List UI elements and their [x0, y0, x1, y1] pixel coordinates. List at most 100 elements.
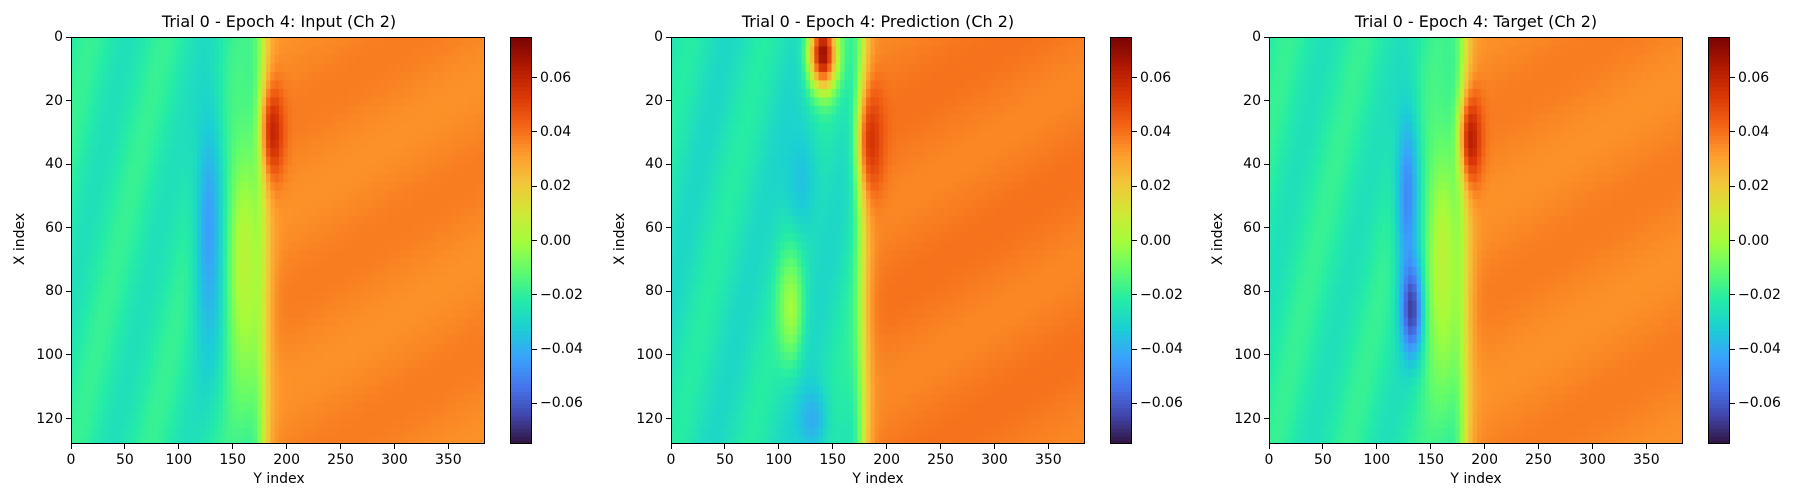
colorbar-segment — [511, 412, 531, 418]
heatmap-cell — [1021, 46, 1027, 56]
heatmap-cell — [231, 97, 237, 107]
heatmap-cell — [317, 317, 323, 327]
heatmap-cell — [442, 97, 448, 107]
heatmap-cell — [76, 80, 82, 90]
heatmap-cell — [304, 207, 310, 217]
heatmap-cell — [317, 283, 323, 293]
heatmap-cell — [80, 360, 86, 370]
heatmap-cell — [460, 233, 466, 243]
heatmap-cell — [123, 122, 129, 132]
heatmap-cell — [322, 394, 328, 404]
heatmap-cell — [80, 233, 86, 243]
heatmap-cell — [188, 360, 194, 370]
heatmap-cell — [279, 394, 284, 404]
heatmap-cell — [97, 419, 103, 429]
heatmap-cell — [477, 71, 483, 81]
heatmap-cell — [473, 428, 478, 438]
heatmap-cell — [197, 216, 202, 226]
heatmap-cell — [248, 377, 254, 387]
heatmap-cell — [391, 300, 397, 310]
heatmap-cell — [356, 38, 362, 48]
heatmap-cell — [309, 351, 315, 361]
heatmap-cell — [442, 394, 448, 404]
heatmap-cell — [244, 156, 250, 166]
x-tick-mark — [393, 444, 395, 449]
heatmap-cell — [386, 343, 392, 353]
heatmap-cell — [248, 71, 254, 81]
colorbar-segment — [511, 432, 531, 438]
heatmap-cell — [352, 368, 358, 378]
heatmap-cell — [1004, 46, 1009, 56]
heatmap-cell — [253, 46, 259, 56]
heatmap-cell — [235, 317, 241, 327]
heatmap-cell — [119, 249, 125, 260]
heatmap-cell — [201, 428, 207, 438]
heatmap-cell — [158, 54, 164, 65]
heatmap-cell — [313, 216, 319, 226]
heatmap-cell — [438, 419, 444, 429]
heatmap-cell — [253, 360, 259, 370]
heatmap-cell — [421, 97, 427, 107]
heatmap-cell — [352, 436, 358, 443]
heatmap-cell — [425, 241, 431, 251]
colorbar-segment — [511, 70, 531, 76]
heatmap-cell — [235, 80, 241, 90]
heatmap-cell — [442, 411, 448, 421]
heatmap-cell — [222, 156, 228, 166]
heatmap-cell — [840, 54, 846, 65]
heatmap-cell — [395, 139, 401, 149]
heatmap-cell — [188, 317, 194, 327]
heatmap-cell — [279, 266, 284, 277]
heatmap-cell — [279, 300, 284, 310]
heatmap-cell — [171, 419, 177, 429]
heatmap-cell — [274, 368, 280, 378]
chart-title: Trial 0 - Epoch 4: Prediction (Ch 2) — [741, 12, 1015, 31]
heatmap-cell — [270, 233, 276, 243]
heatmap-cell — [1042, 38, 1048, 48]
heatmap-cell — [404, 88, 409, 98]
heatmap-cell — [373, 368, 379, 378]
heatmap-cell — [373, 351, 379, 361]
heatmap-cell — [399, 258, 405, 268]
heatmap-cell — [866, 46, 871, 56]
heatmap-cell — [287, 199, 293, 209]
heatmap-cell — [136, 419, 142, 429]
heatmap-cell — [197, 207, 202, 217]
heatmap-cell — [408, 368, 414, 378]
heatmap-cell — [326, 233, 332, 243]
heatmap-cell — [417, 309, 422, 319]
heatmap-cell — [210, 38, 215, 48]
heatmap-cell — [455, 275, 461, 285]
heatmap-cell — [300, 249, 306, 260]
heatmap-cell — [72, 258, 77, 268]
heatmap-cell — [330, 139, 336, 149]
heatmap-cell — [322, 105, 328, 115]
heatmap-cell — [197, 411, 202, 421]
heatmap-cell — [128, 139, 133, 149]
heatmap-cell — [326, 88, 332, 98]
heatmap-cell — [689, 54, 695, 65]
heatmap-cell — [468, 283, 474, 293]
heatmap-cell — [395, 207, 401, 217]
heatmap-cell — [153, 224, 159, 234]
heatmap-cell — [732, 46, 738, 56]
heatmap-cell — [270, 283, 276, 293]
heatmap-cell — [309, 165, 315, 175]
heatmap-cell — [283, 131, 289, 141]
heatmap-cell — [417, 241, 422, 251]
heatmap-cell — [442, 275, 448, 285]
heatmap-cell — [97, 148, 103, 158]
heatmap-cell — [373, 131, 379, 141]
heatmap-cell — [404, 173, 409, 183]
heatmap-cell — [218, 326, 224, 336]
heatmap-cell — [153, 351, 159, 361]
heatmap-cell — [179, 343, 185, 353]
panel-input: Trial 0 - Epoch 4: Input (Ch 2) X index … — [0, 0, 600, 500]
heatmap-cell — [296, 317, 302, 327]
heatmap-cell — [93, 360, 99, 370]
heatmap-cell — [132, 173, 138, 183]
colorbar-segment — [511, 50, 531, 55]
heatmap-cell — [240, 411, 246, 421]
heatmap-cell — [343, 377, 349, 387]
heatmap-cell — [451, 156, 457, 166]
